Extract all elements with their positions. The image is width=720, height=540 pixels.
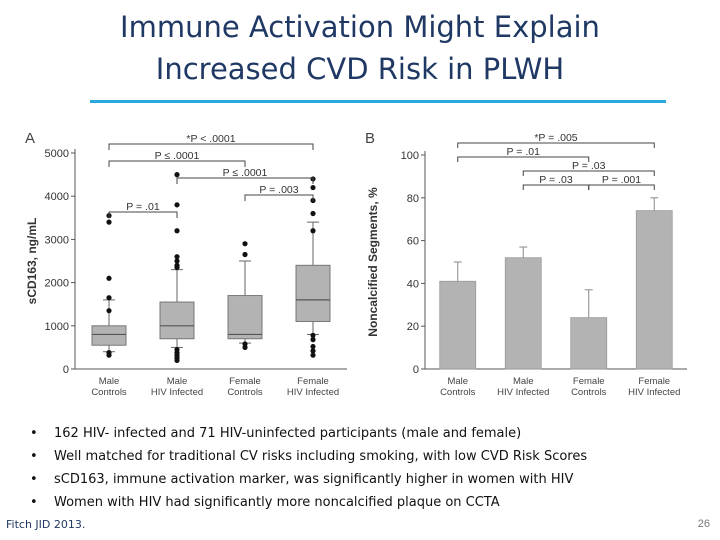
panel-letter: A (25, 130, 35, 147)
y-tick-label: 4000 (45, 191, 69, 203)
outlier-point (174, 202, 180, 208)
citation: Fitch JID 2013. (6, 518, 86, 531)
x-tick-label: Female (638, 376, 670, 387)
box (227, 295, 263, 340)
bullet-item: Well matched for traditional CV risks in… (30, 445, 710, 468)
significance-bracket (108, 211, 178, 218)
box (91, 325, 127, 346)
bar (439, 280, 477, 370)
y-tick-label: 1000 (45, 321, 69, 333)
x-tick-label: Male (167, 376, 188, 387)
x-tick-label: HIV Infected (151, 387, 203, 398)
y-tick-label: 0 (63, 364, 69, 376)
y-tick-label: 0 (413, 364, 419, 376)
title-underline (90, 100, 666, 103)
outlier-point (174, 258, 180, 264)
y-tick-label: 20 (407, 321, 419, 333)
title-line-2: Increased CVD Risk in PLWH (155, 52, 565, 86)
outlier-point (310, 352, 316, 358)
significance-label: P = .01 (126, 201, 160, 213)
x-tick-label: Controls (91, 387, 127, 398)
significance-bracket (457, 142, 655, 148)
panel-letter: B (365, 130, 375, 147)
bar (504, 257, 542, 370)
x-tick-label: Female (573, 376, 605, 387)
y-tick-label: 40 (407, 278, 419, 290)
x-tick-label: Male (447, 376, 468, 387)
x-tick-label: Controls (571, 387, 607, 398)
x-tick-label: Controls (440, 387, 476, 398)
x-tick-label: HIV Infected (497, 387, 549, 398)
y-tick-label: 3000 (45, 234, 69, 246)
significance-label: P ≤ .0001 (223, 167, 268, 179)
box (159, 301, 195, 340)
significance-bracket (108, 160, 246, 167)
significance-bracket (588, 184, 655, 190)
bar (635, 210, 673, 370)
outlier-point (310, 184, 316, 191)
significance-label: *P < .0001 (186, 133, 235, 145)
bar (570, 317, 608, 370)
x-tick-label: Female (229, 376, 261, 387)
y-tick-label: 5000 (45, 148, 69, 160)
title-line-1: Immune Activation Might Explain (120, 10, 600, 44)
y-tick-label: 2000 (45, 278, 69, 290)
x-tick-label: HIV Infected (628, 387, 680, 398)
significance-label: P ≤ .0001 (155, 150, 200, 162)
significance-label: P = .001 (602, 174, 641, 186)
outlier-point (242, 241, 248, 247)
outlier-point (106, 352, 112, 358)
outlier-point (174, 228, 180, 234)
outlier-point (174, 254, 180, 260)
significance-label: P = .01 (507, 146, 541, 158)
outlier-point (106, 295, 112, 301)
outlier-point (242, 344, 248, 350)
x-tick-label: Female (297, 376, 329, 387)
outlier-point (310, 343, 316, 350)
significance-bracket (176, 177, 314, 184)
x-tick-label: Male (99, 376, 120, 387)
outlier-point (242, 251, 248, 258)
y-tick-label: 60 (407, 236, 419, 248)
x-tick-label: Controls (227, 387, 263, 398)
y-axis-label: sCD163, ng/mL (25, 218, 39, 305)
bullet-item: Women with HIV had significantly more no… (30, 491, 710, 514)
outlier-point (106, 219, 112, 225)
outlier-point (174, 264, 180, 271)
outlier-point (310, 337, 316, 343)
y-tick-label: 100 (401, 150, 419, 162)
y-tick-label: 80 (407, 193, 419, 205)
outlier-point (174, 357, 180, 363)
y-axis-label: Noncalcified Segments, % (366, 187, 380, 337)
bullet-item: 162 HIV- infected and 71 HIV-uninfected … (30, 422, 710, 445)
significance-label: *P = .005 (534, 132, 577, 144)
outlier-point (106, 275, 112, 281)
significance-label: P = .03 (539, 174, 573, 186)
slide-title: Immune Activation Might Explain Increase… (0, 6, 720, 90)
significance-label: P = .003 (259, 184, 298, 196)
box (295, 264, 331, 322)
outlier-point (106, 308, 112, 314)
x-tick-label: HIV Infected (287, 387, 339, 398)
significance-bracket (522, 170, 655, 176)
outlier-point (174, 172, 180, 178)
bullet-item: sCD163, immune activation marker, was si… (30, 468, 710, 491)
outlier-point (310, 210, 316, 217)
outlier-point (310, 332, 316, 338)
outlier-point (310, 348, 316, 354)
outlier-point (310, 228, 316, 234)
page-number: 26 (697, 518, 710, 530)
significance-bracket (108, 143, 314, 150)
significance-label: P = .03 (572, 160, 606, 172)
significance-bracket (244, 194, 314, 201)
significance-bracket (457, 156, 590, 162)
x-tick-label: Male (513, 376, 534, 387)
bullet-list: 162 HIV- infected and 71 HIV-uninfected … (30, 422, 710, 514)
